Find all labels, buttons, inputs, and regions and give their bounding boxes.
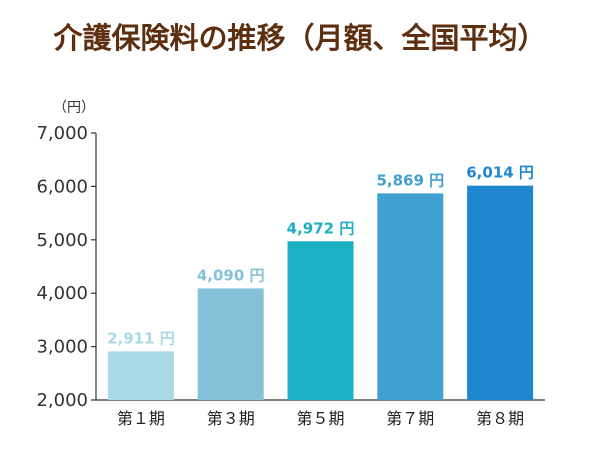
bar — [107, 351, 174, 400]
bar — [377, 193, 444, 400]
y-axis-unit-label: （円） — [53, 100, 95, 116]
chart-title: 介護保険料の推移（月額、全国平均） — [52, 21, 546, 55]
y-tick-label: 3,000 — [36, 337, 88, 358]
y-tick-label: 7,000 — [36, 123, 88, 144]
x-category-label: 第１期 — [117, 409, 165, 428]
bar — [467, 185, 534, 400]
bar — [197, 288, 264, 400]
bar-data-label: 4,090 円 — [197, 266, 265, 284]
y-tick-label: 4,000 — [36, 283, 88, 304]
bar-data-label: 6,014 円 — [466, 164, 534, 182]
x-category-label: 第８期 — [476, 409, 524, 428]
x-category-label: 第５期 — [296, 409, 344, 428]
y-tick-label: 2,000 — [36, 390, 88, 411]
y-tick-label: 5,000 — [36, 230, 88, 251]
y-tick-label: 6,000 — [36, 176, 88, 197]
y-axis-ticks: 2,000 3,000 4,000 5,000 6,000 7,000 — [36, 123, 96, 411]
x-category-label: 第７期 — [386, 409, 434, 428]
x-category-label: 第３期 — [207, 409, 255, 428]
x-axis-category-labels: 第１期 第３期 第５期 第７期 第８期 — [117, 409, 524, 428]
data-labels: 2,911 円 4,090 円 4,972 円 5,869 円 6,014 円 — [107, 164, 534, 348]
bar-data-label: 4,972 円 — [287, 219, 355, 237]
bar-data-label: 5,869 円 — [376, 171, 444, 189]
bar — [287, 241, 354, 400]
bar-data-label: 2,911 円 — [107, 329, 175, 347]
bar-series — [107, 185, 534, 400]
